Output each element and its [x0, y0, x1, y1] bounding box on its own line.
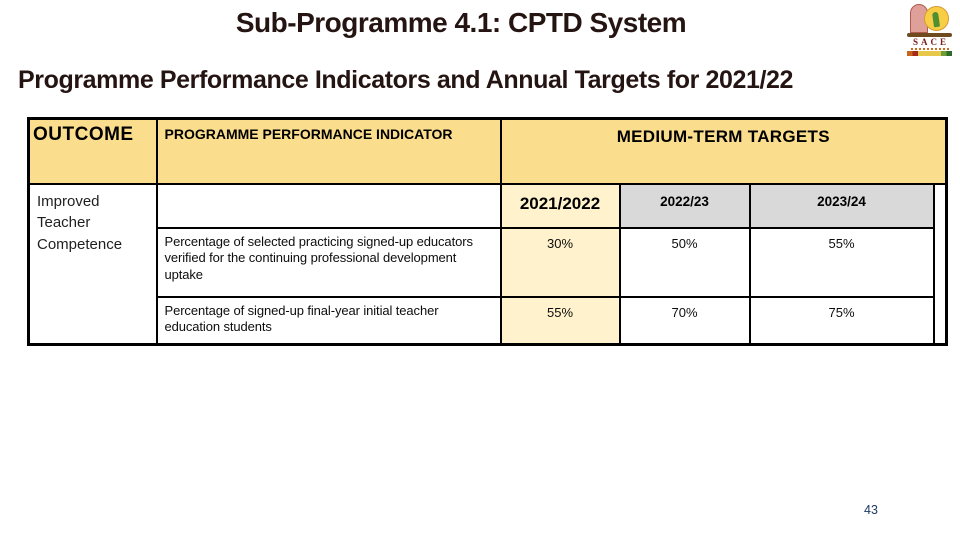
target-2023-24: 55% — [748, 226, 935, 298]
indicator-cell: Percentage of signed-up final-year initi… — [155, 295, 502, 346]
empty-indicator-cell — [155, 182, 502, 229]
indicator-cell: Percentage of selected practicing signed… — [155, 226, 502, 298]
table-header-row: OUTCOME PROGRAMME PERFORMANCE INDICATOR … — [27, 117, 948, 185]
year-column-2023-24: 2023/24 — [748, 182, 935, 229]
logo-text: SACE — [912, 37, 949, 47]
table-row: Percentage of selected practicing signed… — [29, 226, 947, 298]
target-2021-2022: 30% — [499, 226, 621, 298]
header-outcome: OUTCOME — [27, 117, 158, 185]
page-number: 43 — [864, 503, 878, 517]
target-2021-2022: 55% — [499, 295, 621, 346]
header-indicator: PROGRAMME PERFORMANCE INDICATOR — [155, 117, 502, 185]
slide-subtitle: Programme Performance Indicators and Ann… — [18, 66, 794, 94]
header-medium-term-targets: MEDIUM-TERM TARGETS — [499, 117, 948, 185]
spacer-column-cell — [932, 182, 948, 346]
targets-table: OUTCOME PROGRAMME PERFORMANCE INDICATOR … — [27, 117, 949, 346]
year-column-2022-23: 2022/23 — [618, 182, 751, 229]
table-row: Percentage of signed-up final-year initi… — [29, 295, 947, 346]
year-header-row: Improved Teacher Competence 2021/2022 20… — [27, 182, 948, 346]
outcome-cell: Improved Teacher Competence — [27, 182, 158, 346]
page-title: Sub-Programme 4.1: CPTD System — [235, 7, 687, 38]
target-2022-23: 50% — [618, 226, 751, 298]
target-2022-23: 70% — [618, 295, 751, 346]
logo-stripe-icon — [907, 51, 952, 56]
target-2023-24: 75% — [748, 295, 935, 346]
sace-logo: SACE — [907, 3, 952, 56]
logo-bar-icon — [907, 33, 952, 37]
year-column-2021-2022: 2021/2022 — [499, 182, 621, 229]
logo-tagline-decoration — [911, 48, 949, 50]
